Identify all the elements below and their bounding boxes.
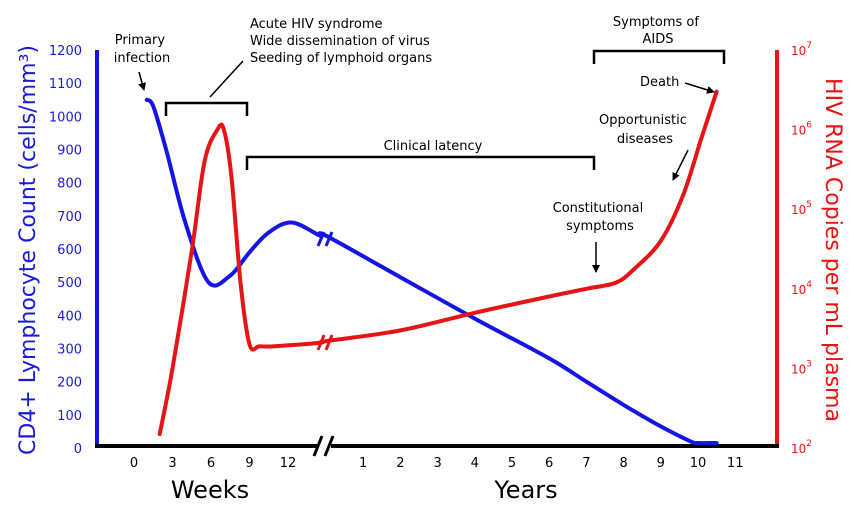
x-axis-break-mark — [323, 435, 335, 457]
tick-exponent: 4 — [806, 280, 812, 290]
rna-break-mark — [324, 334, 334, 351]
x-tick-label-years: 1 — [359, 456, 367, 471]
right-y-label: HIV RNA Copies per mL plasma — [820, 78, 845, 422]
cd4-break-mark — [324, 231, 334, 247]
rna-break-mark — [316, 334, 326, 351]
cd4-break-mark — [316, 231, 326, 247]
right-y-tick-label: 103 — [791, 359, 812, 376]
left-y-tick-label: 1100 — [49, 77, 82, 92]
annotation-clinical-latency: Clinical latency — [384, 139, 483, 154]
x-tick-label-years: 8 — [619, 456, 627, 471]
annotation-primary-infection: Primary infection — [114, 33, 170, 66]
x-tick-label-years: 6 — [545, 456, 553, 471]
x-tick-label-years: 4 — [471, 456, 479, 471]
bracket-clinical-latency — [245, 155, 596, 170]
x-tick-label-years: 3 — [433, 456, 441, 471]
right-y-tick-label: 102 — [791, 439, 812, 456]
annotation-symptoms-aids: Symptoms of AIDS — [613, 15, 703, 47]
x-ticks: 0 3 6 9 12 1 2 3 4 5 6 7 8 9 10 11 — [130, 456, 744, 471]
annotation-const-line-2: symptoms — [566, 219, 634, 234]
annotation-primary-line-2: infection — [114, 51, 170, 66]
right-y-tick-label: 106 — [791, 121, 812, 138]
left-y-tick-label: 600 — [57, 243, 82, 258]
cd4-count-line — [144, 97, 719, 446]
left-y-tick-label: 100 — [57, 409, 82, 424]
annotation-acute-line-2: Wide dissemination of virus — [250, 34, 430, 49]
x-label-weeks: Weeks — [171, 476, 249, 504]
left-y-tick-label: 1000 — [49, 110, 82, 125]
x-tick-label-years: 11 — [727, 456, 744, 471]
left-y-tick-label: 500 — [57, 276, 82, 291]
annotation-opportunistic: Opportunistic diseases — [599, 113, 691, 147]
left-y-tick-label: 900 — [57, 144, 82, 159]
x-tick-label-weeks: 3 — [168, 456, 176, 471]
tick-base: 10 — [791, 124, 806, 138]
tick-exponent: 7 — [806, 41, 812, 51]
tick-exponent: 6 — [806, 121, 812, 131]
annotation-acute: Acute HIV syndrome Wide dissemination of… — [250, 17, 434, 66]
left-y-ticks: 0 100 200 300 400 500 600 700 800 900 1000 1100 1200 — [49, 44, 82, 457]
left-y-tick-label: 300 — [57, 343, 82, 358]
right-y-tick-label: 107 — [791, 41, 812, 58]
x-tick-label-years: 2 — [396, 456, 404, 471]
annotation-aids-line-2: AIDS — [643, 32, 674, 47]
left-y-label: CD4+ Lymphocyte Count (cells/mm³) — [16, 45, 41, 455]
right-y-tick-label: 104 — [791, 280, 812, 297]
tick-base: 10 — [791, 442, 806, 456]
annotation-opp-line-1: Opportunistic — [599, 113, 687, 128]
series-layer — [144, 89, 719, 446]
hiv-rna-line — [157, 89, 719, 436]
annotation-opp-line-2: diseases — [617, 132, 673, 147]
left-y-tick-label: 700 — [57, 210, 82, 225]
x-label-years: Years — [493, 476, 557, 504]
arrow-opportunistic — [672, 149, 689, 181]
tick-base: 10 — [791, 362, 806, 376]
arrow-primary-infection — [138, 71, 146, 91]
tick-exponent: 2 — [806, 439, 812, 449]
annotation-primary-line-1: Primary — [115, 33, 166, 48]
x-tick-label-weeks: 6 — [207, 456, 215, 471]
x-tick-label-years: 5 — [508, 456, 516, 471]
annotation-acute-line-3: Seeding of lymphoid organs — [250, 51, 432, 66]
x-tick-label-weeks: 9 — [245, 456, 253, 471]
x-tick-label-years: 10 — [690, 456, 707, 471]
x-tick-label-years: 9 — [657, 456, 665, 471]
arrow-death — [684, 82, 715, 94]
x-tick-label-years: 7 — [582, 456, 590, 471]
annotation-acute-line-1: Acute HIV syndrome — [250, 17, 383, 32]
left-y-tick-label: 0 — [74, 442, 82, 457]
tick-exponent: 3 — [806, 359, 812, 369]
annotation-aids-line-1: Symptoms of — [613, 15, 699, 30]
x-tick-label-weeks: 0 — [130, 456, 138, 471]
acute-pointer-line — [209, 60, 244, 98]
left-y-tick-label: 800 — [57, 177, 82, 192]
tick-base: 10 — [791, 283, 806, 297]
annotation-const-line-1: Constitutional — [553, 201, 644, 216]
annotation-death: Death — [640, 75, 679, 90]
x-axis-break-mark — [312, 435, 324, 457]
right-y-tick-label: 105 — [791, 200, 812, 217]
left-y-tick-label: 1200 — [49, 44, 82, 59]
tick-base: 10 — [791, 203, 806, 217]
tick-base: 10 — [791, 44, 806, 58]
left-y-tick-label: 400 — [57, 309, 82, 324]
annotation-constitutional: Constitutional symptoms — [553, 201, 648, 234]
x-tick-label-weeks: 12 — [280, 456, 297, 471]
left-y-tick-label: 200 — [57, 376, 82, 391]
bracket-aids — [592, 49, 726, 64]
tick-exponent: 5 — [806, 200, 812, 210]
bracket-acute — [164, 101, 249, 116]
